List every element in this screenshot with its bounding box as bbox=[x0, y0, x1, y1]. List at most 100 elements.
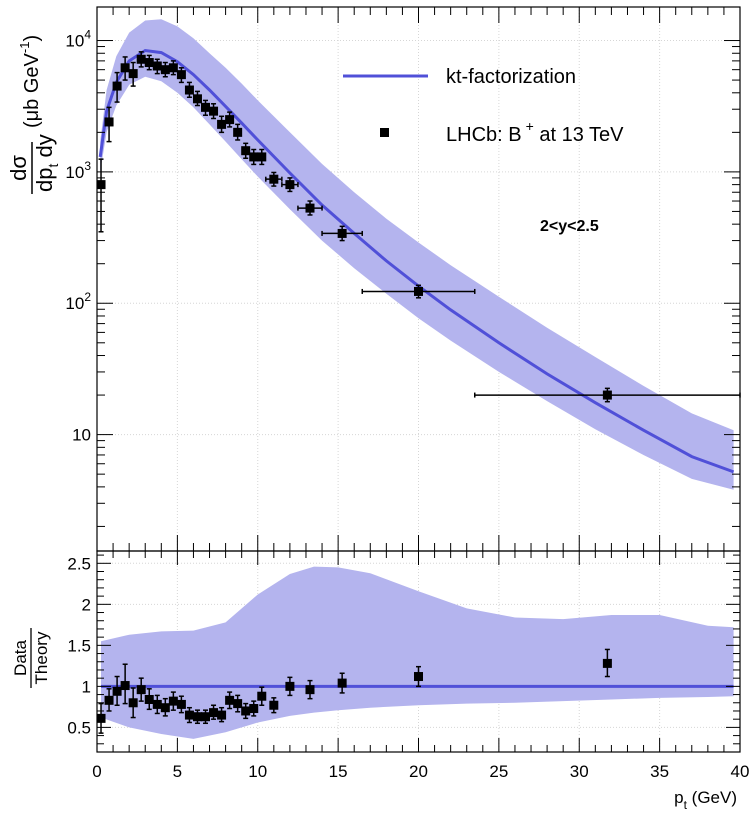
data-point bbox=[217, 115, 227, 134]
legend-theory-label: kt-factorization bbox=[446, 66, 576, 88]
ratio-y-tick-label: 2.5 bbox=[67, 554, 91, 573]
data-point-marker bbox=[128, 69, 138, 79]
y-axis-title-units-exp: -1 bbox=[17, 42, 32, 54]
y-axis-title-units-main: (μb GeV bbox=[21, 52, 43, 128]
ratio-point-marker bbox=[233, 699, 243, 709]
data-point bbox=[225, 111, 235, 128]
ratio-point bbox=[160, 697, 170, 717]
data-point-marker bbox=[337, 228, 347, 238]
ratio-point-marker bbox=[209, 708, 219, 718]
data-point bbox=[136, 51, 146, 68]
data-point-marker bbox=[120, 63, 130, 73]
y-axis-title-den-tail: dy bbox=[32, 134, 57, 163]
data-point-marker bbox=[201, 102, 211, 112]
ratio-data-points bbox=[96, 648, 612, 734]
data-point bbox=[120, 56, 130, 81]
ratio-y-title-denominator: Theory bbox=[32, 631, 51, 684]
data-point-marker bbox=[269, 174, 279, 184]
legend-data-label-main: LHCb: B bbox=[446, 124, 522, 146]
ratio-point-marker bbox=[192, 712, 202, 722]
data-point bbox=[361, 284, 476, 299]
ratio-point bbox=[337, 672, 347, 694]
rapidity-range-annotation: 2<y<2.5 bbox=[540, 218, 599, 235]
data-point bbox=[184, 81, 194, 99]
ratio-point bbox=[136, 677, 146, 702]
main-y-tick-label: 103 bbox=[65, 159, 91, 182]
ratio-point bbox=[257, 686, 267, 706]
ratio-point-marker bbox=[337, 678, 347, 688]
main-y-tick-label: 10 bbox=[72, 426, 91, 445]
data-point bbox=[233, 123, 243, 141]
data-point bbox=[209, 103, 219, 120]
ratio-y-tick-label: 2 bbox=[82, 595, 91, 614]
data-point-marker bbox=[144, 58, 154, 68]
ratio-x-tick-label: 25 bbox=[489, 762, 508, 781]
ratio-point-marker bbox=[168, 696, 178, 706]
ratio-point-marker bbox=[241, 706, 251, 716]
main-y-tick-label-exp: 4 bbox=[84, 28, 91, 42]
x-axis-title: pt (GeV) bbox=[674, 788, 737, 812]
x-axis-title-sub: t bbox=[684, 798, 688, 812]
ratio-point-marker bbox=[128, 698, 138, 708]
ratio-x-tick-label: 15 bbox=[329, 762, 348, 781]
ratio-point-marker bbox=[414, 672, 423, 682]
ratio-point-marker bbox=[152, 699, 162, 709]
data-point bbox=[128, 61, 138, 87]
main-y-tick-label-exp: 2 bbox=[84, 290, 91, 304]
ratio-point bbox=[269, 697, 279, 714]
ratio-point bbox=[96, 702, 106, 734]
ratio-x-tick-label: 10 bbox=[248, 762, 267, 781]
data-point bbox=[144, 54, 154, 71]
data-point bbox=[152, 58, 162, 75]
data-point bbox=[192, 90, 202, 107]
ratio-point-marker bbox=[104, 695, 114, 705]
data-point bbox=[241, 142, 251, 160]
y-axis-title-numerator: dσ bbox=[6, 155, 31, 181]
ratio-x-tick-label: 20 bbox=[409, 762, 428, 781]
ratio-point-marker bbox=[120, 681, 130, 691]
ratio-point bbox=[209, 704, 219, 720]
ratio-point-marker bbox=[96, 713, 106, 723]
main-gridlines bbox=[97, 7, 740, 551]
ratio-point-marker bbox=[285, 681, 295, 691]
ratio-point bbox=[104, 688, 114, 712]
ratio-y-tick-label: 1 bbox=[82, 677, 91, 696]
ratio-point bbox=[168, 691, 178, 711]
legend-data-label-sup: + bbox=[526, 118, 534, 134]
data-point-marker bbox=[152, 61, 162, 71]
ratio-y-tick-label: 1.5 bbox=[67, 636, 91, 655]
ratio-point bbox=[120, 663, 130, 705]
data-point bbox=[168, 60, 178, 76]
data-point-marker bbox=[168, 63, 178, 73]
data-point-marker bbox=[602, 390, 612, 400]
ratio-y-tick-label: 0.5 bbox=[67, 718, 91, 737]
legend: kt-factorization LHCb: B + at 13 TeV bbox=[343, 66, 624, 146]
data-point-marker bbox=[225, 115, 235, 125]
ratio-axis-ticks: 0 5 10 15 20 25 30 35 40 0.5 1 1.5 2 2.5 bbox=[67, 551, 749, 781]
ratio-x-tick-label: 35 bbox=[650, 762, 669, 781]
data-point bbox=[160, 61, 170, 78]
ratio-point-marker bbox=[176, 699, 186, 709]
data-point-marker bbox=[112, 81, 122, 91]
data-point bbox=[257, 148, 267, 166]
ratio-point-marker bbox=[144, 694, 154, 704]
ratio-x-tick-label: 0 bbox=[92, 762, 101, 781]
ratio-y-title-numerator: Data bbox=[11, 640, 30, 676]
x-axis-title-tail: (GeV) bbox=[687, 788, 737, 807]
y-axis-title-denominator: dpt dy bbox=[32, 134, 61, 192]
legend-data-label-tail: at 13 TeV bbox=[534, 124, 624, 146]
lhcb-data-points bbox=[96, 51, 741, 403]
ratio-point bbox=[249, 700, 259, 717]
ratio-point-marker bbox=[602, 658, 612, 668]
main-y-tick-label-base: 10 bbox=[65, 32, 84, 51]
data-point bbox=[297, 200, 323, 216]
main-y-axis-title: dσ dpt dy (μb GeV-1) bbox=[6, 35, 61, 194]
data-point bbox=[176, 67, 186, 84]
data-point-marker bbox=[257, 152, 267, 162]
data-point-marker bbox=[414, 286, 423, 296]
ratio-panel: 0 5 10 15 20 25 30 35 400.511.522.5 Data Theory … bbox=[11, 550, 749, 812]
data-point bbox=[321, 225, 363, 242]
y-axis-title-units: (μb GeV-1) bbox=[17, 35, 43, 128]
